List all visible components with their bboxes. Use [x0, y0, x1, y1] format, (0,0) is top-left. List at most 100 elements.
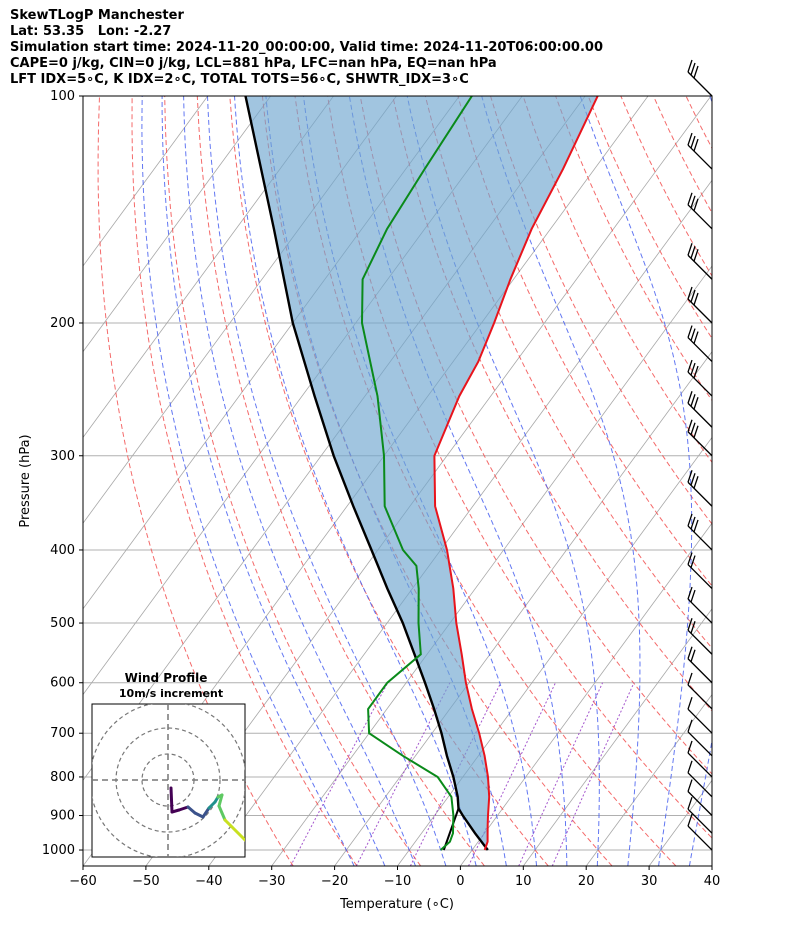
wind-barb	[687, 243, 713, 280]
wind-barb	[687, 740, 713, 778]
moist-adiabat-line	[720, 96, 794, 866]
station-location: Lat: 53.35 Lon: -2.27	[10, 24, 172, 39]
moist-adiabat-line	[141, 96, 355, 866]
wind-barb	[687, 586, 713, 624]
wind-barb	[687, 552, 713, 589]
cape-cin-area	[245, 96, 598, 850]
chart-header: SkewTLogP Manchester Lat: 53.35 Lon: -2.…	[10, 8, 603, 88]
x-tick-label: −30	[258, 874, 285, 889]
isotherm-line	[83, 96, 271, 353]
wind-barb	[687, 132, 713, 170]
mixing-ratio-line	[468, 682, 556, 866]
hodograph-subtitle: 10m/s increment	[119, 687, 223, 700]
hodograph-trace	[217, 793, 224, 808]
moist-adiabat-line	[481, 96, 641, 866]
x-tick-label: −60	[69, 874, 96, 889]
isotherm-line	[522, 608, 712, 866]
mixing-ratio-lines	[290, 682, 635, 866]
x-tick-label: 30	[641, 874, 658, 889]
moist-adiabat-line	[183, 96, 416, 866]
y-tick-label: 1000	[42, 843, 75, 858]
dry-adiabat-line	[359, 96, 712, 775]
isotherm-line	[271, 265, 712, 866]
mixing-ratio-line	[290, 682, 389, 866]
wind-profile-inset: Wind Profile 10m/s increment	[91, 671, 246, 858]
y-axis-label: Pressure (hPa)	[18, 434, 33, 527]
x-tick-label: −50	[132, 874, 159, 889]
x-tick-label: 10	[515, 874, 532, 889]
wind-barb	[687, 697, 713, 734]
x-tick-label: −20	[321, 874, 348, 889]
moist-adiabat-line	[161, 96, 386, 866]
wind-barb	[687, 719, 713, 757]
dry-adiabat-line	[457, 96, 712, 587]
dry-adiabat-line	[424, 96, 712, 649]
chart-title: SkewTLogP Manchester	[10, 8, 184, 23]
wind-barb	[687, 286, 713, 324]
hodograph-trace	[217, 804, 227, 822]
x-tick-label: −40	[195, 874, 222, 889]
isotherm-line	[208, 179, 712, 866]
dry-adiabat-line	[131, 96, 358, 866]
wind-barb	[687, 513, 713, 551]
x-tick-label: 20	[578, 874, 595, 889]
wind-barb	[687, 59, 713, 97]
dry-adiabat-line	[719, 96, 794, 866]
y-tick-label: 700	[50, 726, 75, 741]
isotherm-line	[83, 96, 334, 439]
wind-barb	[687, 672, 713, 710]
convective-parameters: CAPE=0 j/kg, CIN=0 j/kg, LCL=881 hPa, LF…	[10, 56, 497, 71]
hodograph-trace	[169, 786, 174, 814]
hodograph-trace	[229, 824, 245, 842]
wind-barb	[687, 192, 713, 230]
x-tick-label: −10	[384, 874, 411, 889]
mixing-ratio-line	[355, 682, 451, 866]
y-tick-label: 100	[50, 89, 75, 104]
lcl-line	[442, 808, 460, 851]
wind-barb	[687, 391, 713, 428]
y-tick-label: 200	[50, 316, 75, 331]
simulation-times: Simulation start time: 2024-11-20_00:00:…	[10, 40, 603, 55]
hodograph-trace	[201, 806, 211, 819]
isotherm-line	[585, 693, 712, 866]
moist-adiabat-line	[207, 96, 447, 866]
y-tick-label: 900	[50, 809, 75, 824]
mixing-ratio-line	[551, 682, 635, 866]
dry-adiabat-line	[196, 96, 485, 866]
isotherm-line	[711, 865, 712, 866]
wind-barb	[687, 813, 713, 851]
wind-barbs	[687, 59, 713, 851]
temperature-line	[433, 96, 599, 851]
hodograph-trace	[177, 805, 190, 812]
parcel-profile-line	[244, 96, 489, 851]
mixing-ratio-line	[409, 682, 502, 866]
moist-adiabat-line	[234, 96, 477, 866]
wind-barb	[687, 419, 713, 457]
y-tick-label: 600	[50, 676, 75, 691]
x-axis-ticks: −60 −50 −40 −30 −20 −10 0 10 20 30 40	[69, 866, 720, 889]
y-tick-label: 300	[50, 449, 75, 464]
dry-adiabat-line	[392, 96, 712, 712]
hodograph-title: Wind Profile	[125, 671, 208, 685]
wind-barb	[687, 618, 713, 655]
y-axis-ticks: 100 200 300 400 500 600 700 800 900 1000	[42, 89, 83, 858]
moist-adiabat-line	[406, 96, 600, 866]
y-tick-label: 500	[50, 616, 75, 631]
hodograph-trace	[186, 805, 197, 815]
wind-barb	[687, 359, 713, 397]
moist-adiabat-line	[303, 96, 538, 866]
dewpoint-line	[360, 96, 473, 851]
x-axis-label: Temperature (∘C)	[339, 897, 454, 912]
wind-barb	[687, 797, 713, 834]
moist-adiabat-line	[688, 96, 712, 866]
x-tick-label: 40	[704, 874, 721, 889]
sounding-profiles	[244, 96, 599, 851]
cin-shaded-area	[245, 96, 598, 850]
wind-barb	[687, 760, 713, 798]
dry-adiabat-line	[164, 96, 422, 866]
dry-adiabat-line	[229, 96, 549, 866]
isotherm-line	[334, 351, 712, 866]
mixing-ratio-line	[518, 682, 604, 866]
y-tick-label: 800	[50, 770, 75, 785]
